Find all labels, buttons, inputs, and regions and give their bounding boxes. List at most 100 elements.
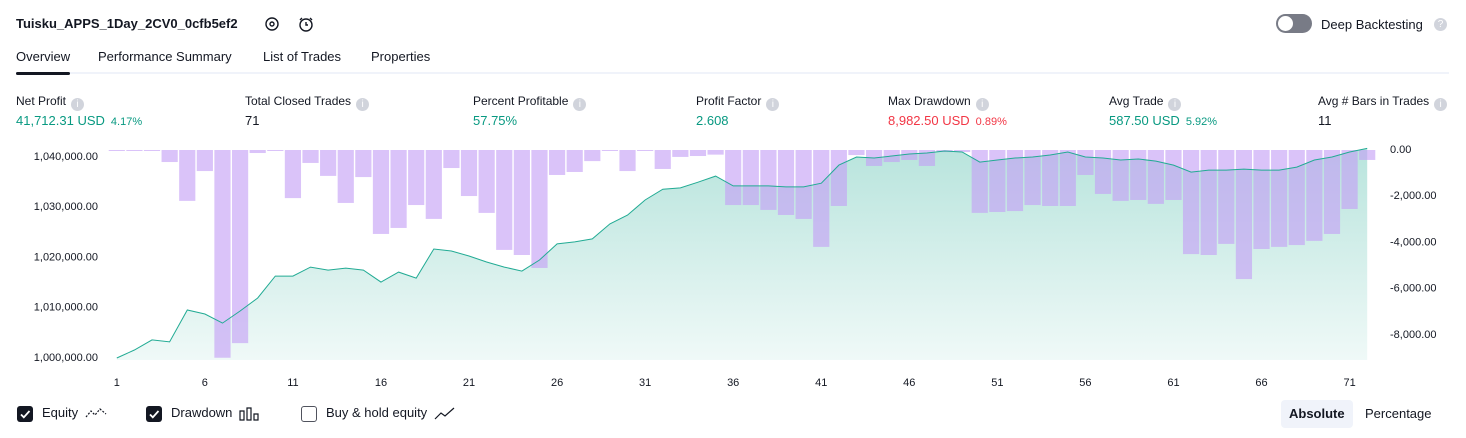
y2-tick-label: -2,000.00 xyxy=(1390,190,1436,202)
x-tick-label: 1 xyxy=(114,377,120,389)
toggle-label: Deep Backtesting xyxy=(1321,17,1423,32)
metric-value: 57.75% xyxy=(473,113,517,128)
metric-label: Profit Factor i xyxy=(696,94,780,111)
drawdown-bar xyxy=(231,150,249,344)
metric-value-text: 11 xyxy=(1318,113,1332,128)
drawdown-bar xyxy=(196,150,213,172)
metric-label: Total Closed Trades i xyxy=(245,94,370,111)
tab[interactable]: Overview xyxy=(16,49,71,64)
drawdown-bar xyxy=(672,150,689,157)
drawdown-bar xyxy=(954,150,971,153)
x-tick-label: 11 xyxy=(287,377,298,389)
drawdown-bar xyxy=(1112,150,1129,201)
metric-value-text: 41,712.31 USD xyxy=(16,113,105,128)
drawdown-bar xyxy=(1024,150,1041,206)
metric-label: Net Profit i xyxy=(16,94,85,111)
metric-label-text: Net Profit xyxy=(16,94,67,108)
check-mark xyxy=(149,410,160,419)
drawdown-bar xyxy=(513,150,530,255)
check-mark xyxy=(20,410,31,419)
tab[interactable]: List of Trades xyxy=(263,49,342,64)
metric-change: 4.17% xyxy=(110,116,143,128)
drawdown-bar xyxy=(143,150,161,151)
drawdown-bar xyxy=(584,150,601,162)
checkbox[interactable] xyxy=(301,406,317,422)
drawdown-bar xyxy=(548,150,566,175)
drawdown-bar xyxy=(971,150,988,213)
help-icon[interactable]: ? xyxy=(1434,18,1447,31)
info-icon: i xyxy=(975,98,989,111)
drawdown-bar xyxy=(637,150,654,151)
y-tick-label: 1,000,000.00 xyxy=(34,352,98,364)
drawdown-bar xyxy=(390,150,407,228)
checkbox[interactable] xyxy=(146,406,162,422)
x-tick-label: 71 xyxy=(1343,377,1355,389)
metric-label-text: Total Closed Trades xyxy=(245,94,352,108)
drawdown-bar xyxy=(707,150,724,155)
drawdown-bar xyxy=(760,150,777,210)
drawdown-bar xyxy=(1130,150,1147,200)
x-tick-label: 61 xyxy=(1167,377,1179,389)
tab-divider xyxy=(16,72,1449,74)
drawdown-bar xyxy=(1323,150,1341,234)
metric-change: 0.89% xyxy=(975,116,1007,128)
metric-value: 41,712.31 USD 4.17% xyxy=(16,113,142,128)
active-tab-underline xyxy=(16,72,71,75)
metric-label: Avg Trade i xyxy=(1109,94,1182,111)
drawdown-bar xyxy=(1182,150,1200,255)
metric-value: 2.608 xyxy=(696,113,729,128)
drawdown-bar xyxy=(689,150,707,157)
y2-tick-label: -4,000.00 xyxy=(1390,236,1436,248)
checkbox[interactable] xyxy=(17,406,33,422)
metric-change: 5.92% xyxy=(1185,116,1218,128)
drawdown-bar xyxy=(1147,150,1164,204)
info-icon: i xyxy=(766,98,780,111)
metric-label-text: Avg # Bars in Trades xyxy=(1318,94,1430,108)
legend-icon xyxy=(239,407,260,421)
drawdown-bar xyxy=(1341,150,1358,209)
deep-backtesting-toggle[interactable] xyxy=(1276,14,1312,33)
drawdown-bar xyxy=(408,150,425,206)
x-tick-label: 36 xyxy=(727,377,739,389)
drawdown-bar xyxy=(214,150,231,358)
scale-button[interactable]: Percentage xyxy=(1365,406,1432,421)
drawdown-bar xyxy=(1288,150,1305,246)
metric-value-text: 587.50 USD xyxy=(1109,113,1180,128)
drawdown-bar xyxy=(1042,150,1059,206)
drawdown-bar xyxy=(126,150,143,151)
drawdown-bar xyxy=(813,150,830,247)
legend-label: Buy & hold equity xyxy=(326,405,428,420)
drawdown-bar xyxy=(355,150,372,178)
drawdown-bar xyxy=(918,150,936,166)
drawdown-bar xyxy=(654,150,671,169)
tab[interactable]: Performance Summary xyxy=(98,49,232,64)
tab[interactable]: Properties xyxy=(371,49,431,64)
drawdown-bar xyxy=(161,150,178,163)
drawdown-bar xyxy=(989,150,1006,212)
drawdown-bar xyxy=(460,150,478,197)
drawdown-bar xyxy=(1253,150,1270,249)
y-tick-label: 1,010,000.00 xyxy=(34,302,98,314)
y-tick-label: 1,030,000.00 xyxy=(34,201,98,213)
drawdown-bar xyxy=(267,150,284,151)
scale-button[interactable]: Absolute xyxy=(1281,400,1353,428)
y2-tick-label: 0.00 xyxy=(1390,144,1411,156)
drawdown-bar xyxy=(777,150,795,215)
metric-label-text: Percent Profitable xyxy=(473,94,569,108)
settings-icon[interactable] xyxy=(265,17,279,31)
legend-label: Equity xyxy=(42,405,79,420)
alert-icon[interactable] xyxy=(299,18,313,32)
metric-label: Avg # Bars in Trades i xyxy=(1318,94,1448,111)
y2-tick-label: -8,000.00 xyxy=(1390,329,1436,341)
x-tick-label: 6 xyxy=(202,377,208,389)
y-tick-label: 1,020,000.00 xyxy=(34,251,98,263)
legend-label: Drawdown xyxy=(171,405,233,420)
drawdown-bar xyxy=(372,150,390,234)
header-icons xyxy=(265,17,313,32)
drawdown-bar xyxy=(1165,150,1182,200)
drawdown-bar xyxy=(795,150,812,219)
legend-icon xyxy=(85,408,107,418)
drawdown-bar xyxy=(1077,150,1094,175)
